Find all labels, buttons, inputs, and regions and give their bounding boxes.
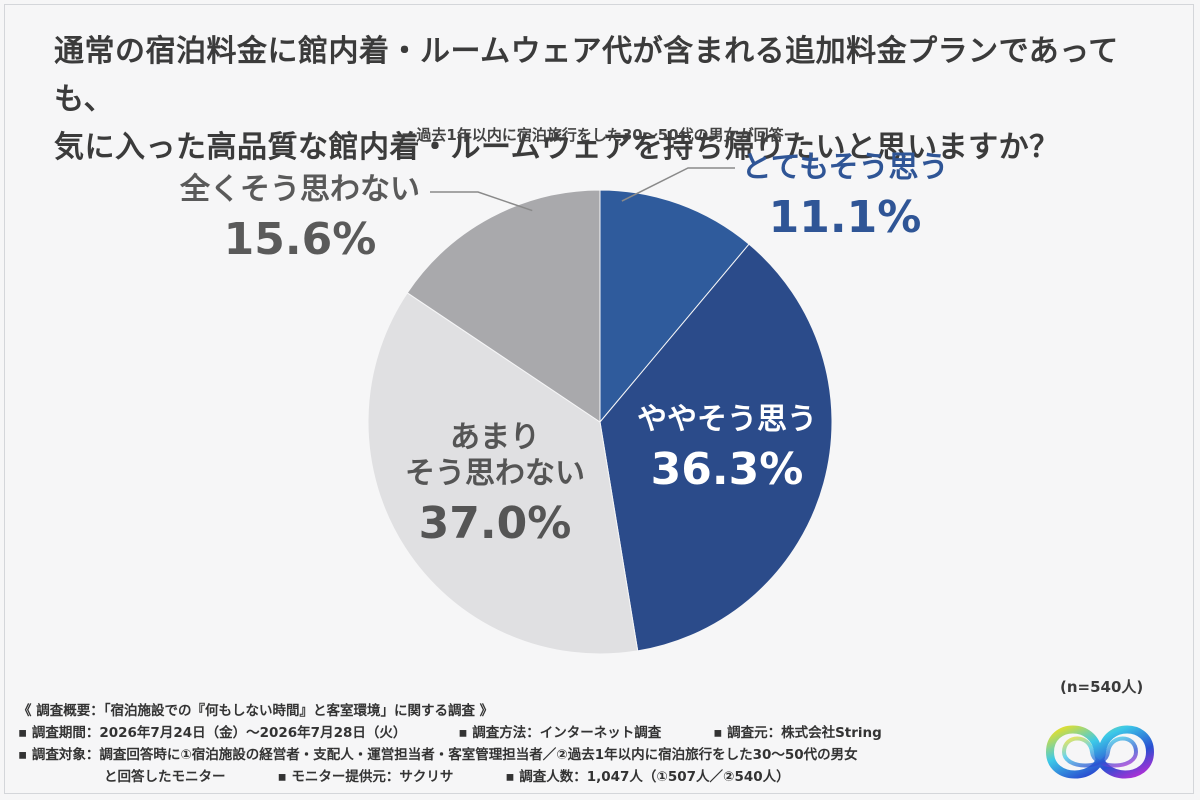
survey-method: ▪ 調査方法：インターネット調査 <box>458 725 662 741</box>
survey-overview: 《 調査概要：「宿泊施設での『何もしない時間』と客室環境」に関する調査 》 <box>18 703 494 719</box>
slice-label-somewhat: ややそう思う <box>637 402 817 437</box>
survey-target-line2: と回答したモニター <box>104 769 226 785</box>
chart-frame <box>4 4 1194 794</box>
slice-value-somewhat: 36.3% <box>650 444 804 495</box>
survey-period: ▪ 調査期間：2026年7月24日（金）～2026年7月28日（火） <box>18 725 407 741</box>
survey-footer: 《 調査概要：「宿泊施設での『何もしない時間』と客室環境」に関する調査 》 ▪ … <box>18 700 882 788</box>
survey-source: ▪ 調査元：株式会社String <box>713 725 882 741</box>
slice-label-very-much: とてもそう思う <box>741 150 949 185</box>
title-line-2: 気に入った高品質な館内着・ルームウェアを持ち帰りたいと思いますか？ <box>54 130 1060 165</box>
survey-count: ▪ 調査人数：1,047人（①507人／②540人） <box>505 769 790 785</box>
slice-value-not-at-all: 15.6% <box>223 214 377 265</box>
company-logo <box>1045 725 1155 779</box>
chart-subtitle: ー過去1年以内に宿泊旅行をした30～50代の男女が回答ー <box>401 126 799 144</box>
leader-line-very-much <box>621 167 735 202</box>
pie-slice-not-much <box>367 292 639 655</box>
label-very-much: とてもそう思う 11.1% <box>720 150 970 245</box>
survey-target-line1: ▪ 調査対象：調査回答時に①宿泊施設の経営者・支配人・運営担当者・客室管理担当者… <box>18 747 858 763</box>
survey-provider: ▪ モニター提供元：サクリサ <box>277 769 454 785</box>
pie-slice-not-at-all <box>406 189 601 423</box>
slice-label-not-much-line2: そう思わない <box>405 456 585 491</box>
slice-label-not-much-line1: あまり <box>450 420 540 455</box>
label-not-much: あまり そう思わない 37.0% <box>380 420 610 551</box>
slice-label-not-at-all: 全くそう思わない <box>180 172 420 207</box>
slice-value-not-much: 37.0% <box>418 498 572 549</box>
sample-size-note: (n=540人) <box>1060 678 1144 696</box>
pie-slice-somewhat <box>599 243 833 652</box>
slice-value-very-much: 11.1% <box>768 192 922 243</box>
label-not-at-all: 全くそう思わない 15.6% <box>160 172 440 267</box>
title-line-1: 通常の宿泊料金に館内着・ルームウェア代が含まれる追加料金プランであっても、 <box>54 34 1119 117</box>
pie-slice-very-much <box>599 189 750 424</box>
leader-line-not-at-all <box>430 191 533 212</box>
label-somewhat: ややそう思う 36.3% <box>602 402 852 497</box>
chart-title: 通常の宿泊料金に館内着・ルームウェア代が含まれる追加料金プランであっても、 気に… <box>54 28 1154 172</box>
